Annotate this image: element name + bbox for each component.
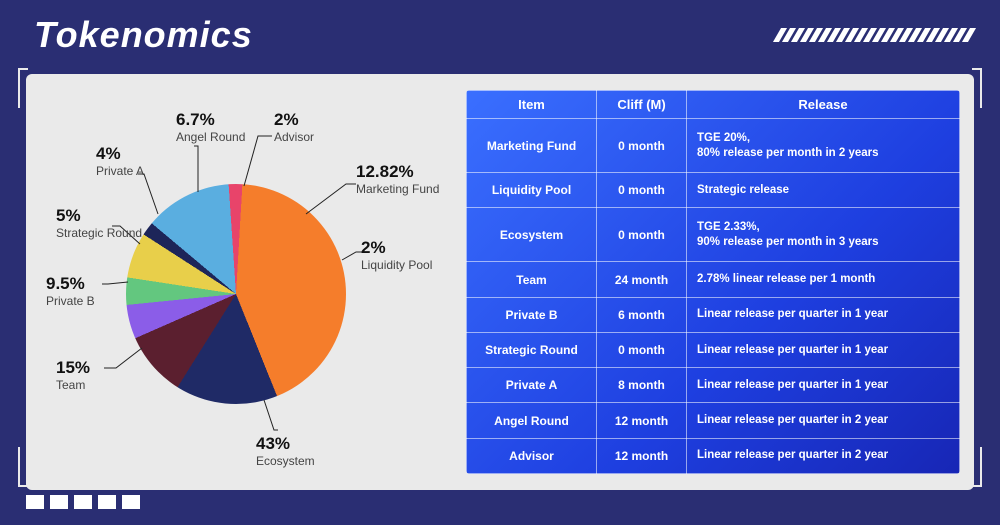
pie-label-name: Marketing Fund — [356, 182, 439, 196]
cell-cliff: 0 month — [597, 332, 687, 367]
pie-label: 2%Liquidity Pool — [361, 238, 432, 272]
pie-label-pct: 9.5% — [46, 274, 95, 294]
pie-label: 43%Ecosystem — [256, 434, 315, 468]
page-title: Tokenomics — [34, 14, 253, 56]
cell-cliff: 8 month — [597, 368, 687, 403]
cell-item: Marketing Fund — [467, 119, 597, 173]
cell-cliff: 6 month — [597, 297, 687, 332]
cell-release: Linear release per quarter in 1 year — [687, 368, 960, 403]
pie-label-pct: 15% — [56, 358, 90, 378]
cell-item: Private B — [467, 297, 597, 332]
cell-release: Linear release per quarter in 1 year — [687, 297, 960, 332]
cell-release: Strategic release — [687, 173, 960, 208]
pie-label: 12.82%Marketing Fund — [356, 162, 439, 196]
table-row: Ecosystem0 monthTGE 2.33%,90% release pe… — [467, 208, 960, 262]
cell-item: Strategic Round — [467, 332, 597, 367]
cell-cliff: 0 month — [597, 173, 687, 208]
pie-chart: 12.82%Marketing Fund2%Liquidity Pool43%E… — [26, 74, 476, 490]
table-row: Private B6 monthLinear release per quart… — [467, 297, 960, 332]
pie-label-name: Advisor — [274, 130, 314, 144]
cell-item: Private A — [467, 368, 597, 403]
pie-label-pct: 5% — [56, 206, 142, 226]
cell-cliff: 12 month — [597, 403, 687, 438]
cell-item: Team — [467, 262, 597, 297]
square-decor — [26, 495, 140, 509]
table-row: Strategic Round0 monthLinear release per… — [467, 332, 960, 367]
slash-decor — [777, 28, 972, 42]
cell-cliff: 0 month — [597, 208, 687, 262]
cell-release: Linear release per quarter in 2 year — [687, 403, 960, 438]
table-row: Marketing Fund0 monthTGE 20%,80% release… — [467, 119, 960, 173]
cell-cliff: 24 month — [597, 262, 687, 297]
pie-label-name: Angel Round — [176, 130, 245, 144]
table-row: Liquidity Pool0 monthStrategic release — [467, 173, 960, 208]
table-row: Private A8 monthLinear release per quart… — [467, 368, 960, 403]
pie-label-pct: 2% — [361, 238, 432, 258]
pie-label-name: Liquidity Pool — [361, 258, 432, 272]
pie-label: 9.5%Private B — [46, 274, 95, 308]
pie-label-pct: 2% — [274, 110, 314, 130]
cell-release: Linear release per quarter in 1 year — [687, 332, 960, 367]
cell-item: Ecosystem — [467, 208, 597, 262]
pie-graphic — [126, 184, 346, 404]
cell-release: Linear release per quarter in 2 year — [687, 438, 960, 473]
col-header-item: Item — [467, 91, 597, 119]
cell-release: 2.78% linear release per 1 month — [687, 262, 960, 297]
pie-label: 15%Team — [56, 358, 90, 392]
cell-item: Liquidity Pool — [467, 173, 597, 208]
pie-label-pct: 4% — [96, 144, 144, 164]
pie-label-name: Ecosystem — [256, 454, 315, 468]
pie-label-name: Private B — [46, 294, 95, 308]
release-table: Item Cliff (M) Release Marketing Fund0 m… — [466, 90, 960, 474]
table-row: Angel Round12 monthLinear release per qu… — [467, 403, 960, 438]
table-row: Advisor12 monthLinear release per quarte… — [467, 438, 960, 473]
cell-item: Advisor — [467, 438, 597, 473]
table: Item Cliff (M) Release Marketing Fund0 m… — [466, 90, 960, 474]
table-row: Team24 month2.78% linear release per 1 m… — [467, 262, 960, 297]
pie-label: 2%Advisor — [274, 110, 314, 144]
pie-label: 5%Strategic Round — [56, 206, 142, 240]
pie-label-pct: 12.82% — [356, 162, 439, 182]
pie-label: 4%Private A — [96, 144, 144, 178]
cell-cliff: 12 month — [597, 438, 687, 473]
pie-label-pct: 6.7% — [176, 110, 245, 130]
cell-cliff: 0 month — [597, 119, 687, 173]
pie-label-pct: 43% — [256, 434, 315, 454]
pie-label: 6.7%Angel Round — [176, 110, 245, 144]
cell-release: TGE 20%,80% release per month in 2 years — [687, 119, 960, 173]
cell-item: Angel Round — [467, 403, 597, 438]
pie-label-name: Team — [56, 378, 85, 392]
col-header-release: Release — [687, 91, 960, 119]
pie-label-name: Strategic Round — [56, 226, 142, 240]
pie-label-name: Private A — [96, 164, 144, 178]
cell-release: TGE 2.33%,90% release per month in 3 yea… — [687, 208, 960, 262]
col-header-cliff: Cliff (M) — [597, 91, 687, 119]
content-panel: 12.82%Marketing Fund2%Liquidity Pool43%E… — [26, 74, 974, 490]
